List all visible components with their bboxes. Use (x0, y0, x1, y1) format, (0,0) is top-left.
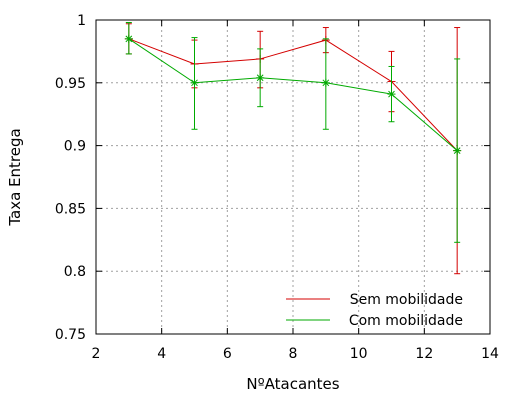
data-point-marker (321, 78, 330, 87)
marker-stroke (453, 147, 461, 154)
marker-stroke (125, 35, 133, 43)
legend-label-sem-mobilidade: Sem mobilidade (350, 292, 463, 308)
x-tick-label: 4 (157, 346, 166, 362)
series-1 (124, 22, 462, 243)
y-tick-label: 0.85 (55, 201, 86, 217)
marker-stroke (322, 79, 330, 87)
marker-stroke (256, 74, 264, 82)
y-tick-label: 0.9 (64, 139, 86, 155)
legend-label-com-mobilidade: Com mobilidade (349, 313, 463, 329)
y-tick-label: 0.8 (64, 264, 86, 280)
x-tick-label: 12 (415, 346, 433, 362)
legend: Sem mobilidade Com mobilidade (286, 292, 463, 329)
y-tick-label: 0.95 (55, 76, 86, 92)
data-point-marker (387, 90, 396, 99)
x-tick-label: 8 (289, 346, 298, 362)
tick-layer: 2 4 6 8 10 12 14 0.75 0.8 0.85 0.9 0.95 1 (55, 13, 499, 362)
data-point-marker (453, 146, 462, 155)
marker-stroke (191, 79, 198, 87)
data-point-marker (256, 73, 265, 82)
x-tick-label: 10 (350, 346, 368, 362)
y-tick-label: 1 (77, 13, 86, 29)
x-tick-label: 6 (223, 346, 232, 362)
x-axis-label: NºAtacantes (246, 375, 339, 393)
series-layer (124, 22, 462, 275)
series-line (128, 38, 458, 151)
grid-layer (96, 20, 490, 334)
data-point-marker (190, 78, 199, 87)
series-line (128, 38, 458, 152)
marker-stroke (388, 90, 395, 98)
y-axis-label: Taxa Entrega (6, 128, 24, 226)
x-tick-label: 2 (92, 346, 101, 362)
data-point-marker (124, 34, 133, 43)
y-tick-label: 0.75 (55, 327, 86, 343)
x-tick-label: 14 (481, 346, 499, 362)
